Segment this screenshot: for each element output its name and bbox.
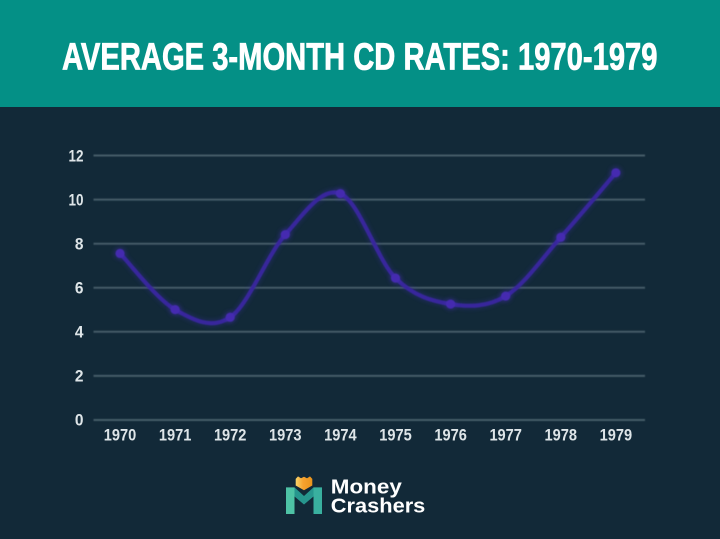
svg-text:8: 8	[75, 234, 84, 253]
svg-text:12: 12	[69, 146, 84, 165]
svg-text:1972: 1972	[214, 425, 247, 444]
svg-text:1975: 1975	[379, 425, 412, 444]
svg-text:10: 10	[69, 191, 84, 210]
svg-text:1970: 1970	[104, 425, 137, 444]
svg-text:6: 6	[75, 279, 84, 298]
svg-text:1973: 1973	[269, 425, 302, 444]
svg-text:Money: Money	[331, 477, 403, 499]
svg-text:4: 4	[75, 323, 84, 342]
svg-text:1979: 1979	[600, 425, 633, 444]
svg-text:Crashers: Crashers	[331, 496, 426, 518]
svg-text:2: 2	[75, 367, 84, 386]
svg-text:1976: 1976	[434, 425, 467, 444]
svg-text:0: 0	[75, 411, 84, 430]
svg-text:1978: 1978	[545, 425, 578, 444]
svg-text:AVERAGE 3-MONTH CD RATES: 1970: AVERAGE 3-MONTH CD RATES: 1970-1979	[62, 37, 658, 79]
svg-text:1971: 1971	[159, 425, 192, 444]
svg-text:1977: 1977	[489, 425, 522, 444]
svg-text:1974: 1974	[324, 425, 357, 444]
